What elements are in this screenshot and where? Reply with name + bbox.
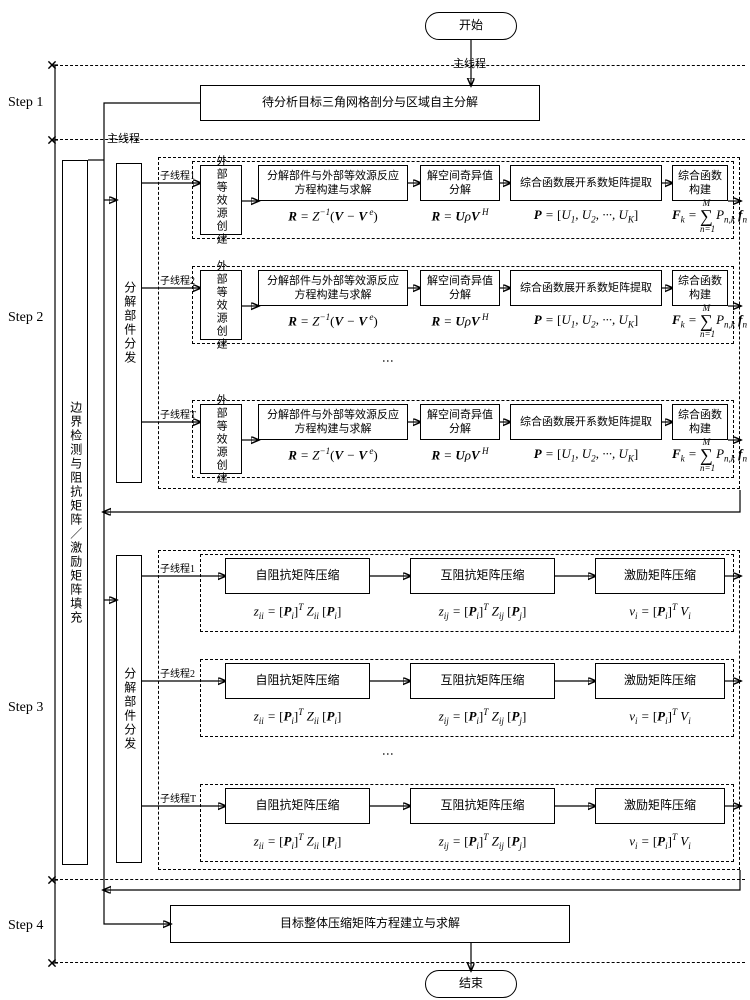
mainthread-label-top: 主线程 [453,55,486,71]
s3-cell: 自阻抗矩阵压缩 [225,558,370,594]
s2-cell: 综合函数展开系数矩阵提取 [510,165,662,201]
dash-step23 [55,145,745,880]
pipeline-box: 边界检测与阻抗矩阵／激励矩阵填充 [62,160,88,865]
s2-formula: R = Z−1(V − V e) [258,446,408,463]
s3-cell: 自阻抗矩阵压缩 [225,663,370,699]
subthread-label: 子线程T [160,406,196,421]
subthread-label: 子线程T [160,790,196,805]
ellipsis-s3: ⋮ [380,748,395,764]
s3-formula: zij = [Pi]T Zij [Pj] [410,602,555,621]
s2-formula: Fk = M∑n=1 Pn,k fn [672,312,728,330]
step1-box: 待分析目标三角网格剖分与区域自主分解 [200,85,540,121]
s3-formula: zii = [Pi]T Zii [Pi] [225,602,370,621]
step-label-1: Step 1 [8,95,43,111]
terminal-start: 开始 [425,12,517,40]
terminal-end: 结束 [425,970,517,998]
ext-src-box: 外部等效源创建 [200,404,242,474]
s2-cell: 综合函数构建 [672,270,728,306]
s3-cell: 互阻抗矩阵压缩 [410,663,555,699]
s3-formula: vi = [Pi]T Vi [595,707,725,726]
s3-formula: vi = [Pi]T Vi [595,602,725,621]
s3-formula: vi = [Pi]T Vi [595,832,725,851]
subthread-label: 子线程2 [160,272,195,287]
s2-cell: 综合函数构建 [672,165,728,201]
dispatch-box-s2: 分解部件分发 [116,163,142,483]
s3-formula: zij = [Pi]T Zij [Pj] [410,707,555,726]
mainthread-label-side: 主线程 [107,130,140,146]
ellipsis-s2: ⋮ [380,355,395,371]
s3-formula: zii = [Pi]T Zii [Pi] [225,832,370,851]
s2-cell: 解空间奇异值分解 [420,270,500,306]
s2-formula: P = [U1, U2, ···, UK] [510,446,662,464]
s2-cell: 分解部件与外部等效源反应方程构建与求解 [258,270,408,306]
s2-cell: 综合函数构建 [672,404,728,440]
s3-cell: 互阻抗矩阵压缩 [410,788,555,824]
subthread-label: 子线程1 [160,560,195,575]
dispatch-box-s3: 分解部件分发 [116,555,142,863]
s2-cell: 综合函数展开系数矩阵提取 [510,404,662,440]
s2-formula: R = UρV H [420,446,500,463]
s2-cell: 解空间奇异值分解 [420,165,500,201]
step-label-3: Step 3 [8,700,43,716]
s3-cell: 互阻抗矩阵压缩 [410,558,555,594]
s2-cell: 解空间奇异值分解 [420,404,500,440]
s2-formula: Fk = M∑n=1 Pn,k fn [672,207,728,225]
subthread-label: 子线程2 [160,665,195,680]
s3-cell: 激励矩阵压缩 [595,788,725,824]
s2-cell: 分解部件与外部等效源反应方程构建与求解 [258,404,408,440]
step-label-2: Step 2 [8,310,43,326]
s2-formula: P = [U1, U2, ···, UK] [510,207,662,225]
step4-box: 目标整体压缩矩阵方程建立与求解 [170,905,570,943]
s2-formula: R = UρV H [420,312,500,329]
step-label-4: Step 4 [8,918,43,934]
s3-cell: 激励矩阵压缩 [595,558,725,594]
s3-cell: 激励矩阵压缩 [595,663,725,699]
s2-cell: 综合函数展开系数矩阵提取 [510,270,662,306]
s2-cell: 分解部件与外部等效源反应方程构建与求解 [258,165,408,201]
s3-cell: 自阻抗矩阵压缩 [225,788,370,824]
ext-src-box: 外部等效源创建 [200,270,242,340]
s2-formula: R = UρV H [420,207,500,224]
s2-formula: Fk = M∑n=1 Pn,k fn [672,446,728,464]
subthread-label: 子线程1 [160,167,195,182]
s3-formula: zij = [Pi]T Zij [Pj] [410,832,555,851]
s3-formula: zii = [Pi]T Zii [Pi] [225,707,370,726]
s2-formula: R = Z−1(V − V e) [258,312,408,329]
ext-src-box: 外部等效源创建 [200,165,242,235]
s2-formula: P = [U1, U2, ···, UK] [510,312,662,330]
s2-formula: R = Z−1(V − V e) [258,207,408,224]
